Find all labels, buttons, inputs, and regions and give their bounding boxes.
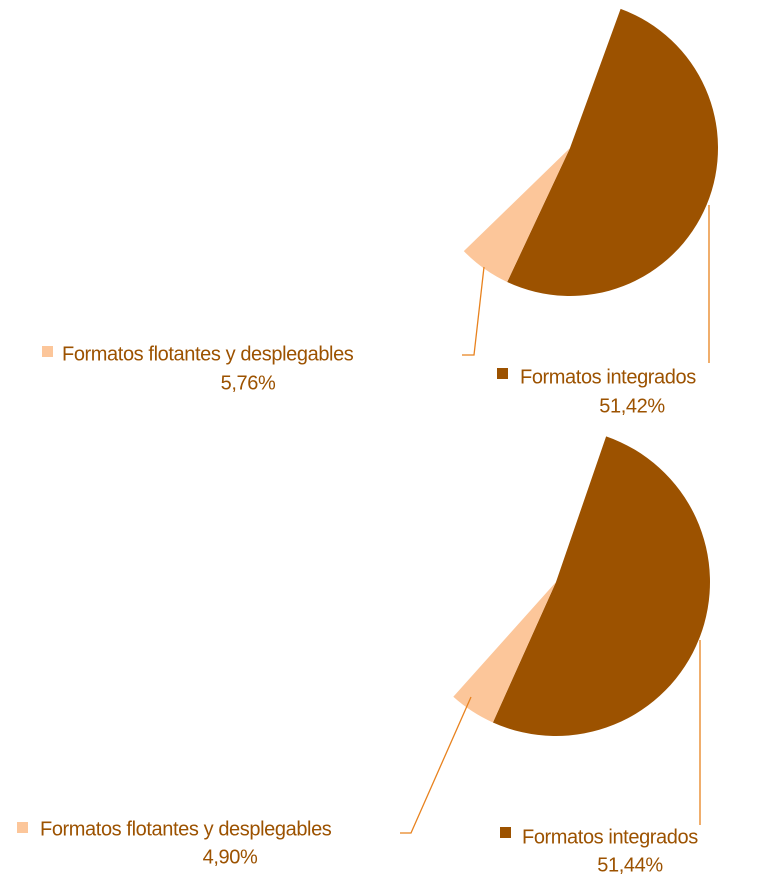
pie-slice xyxy=(453,582,556,723)
slice-label: Formatos integrados xyxy=(522,826,698,848)
pie-slice xyxy=(463,148,570,283)
legend-marker xyxy=(42,346,53,357)
legend-marker xyxy=(500,827,511,838)
slice-label: Formatos flotantes y desplegables xyxy=(40,818,332,840)
value-label: 51,44% xyxy=(597,854,663,876)
legend-marker xyxy=(497,368,508,379)
value-label: 5,76% xyxy=(221,372,276,394)
legend-marker xyxy=(17,822,28,833)
value-label: 4,90% xyxy=(203,846,258,868)
pie-slice xyxy=(492,436,710,736)
slice-label: Formatos flotantes y desplegables xyxy=(62,343,354,365)
leader-line xyxy=(400,696,472,834)
value-label: 51,42% xyxy=(599,395,665,417)
leader-line xyxy=(462,266,485,356)
pie-slice xyxy=(507,8,719,297)
slice-label: Formatos integrados xyxy=(520,366,696,388)
